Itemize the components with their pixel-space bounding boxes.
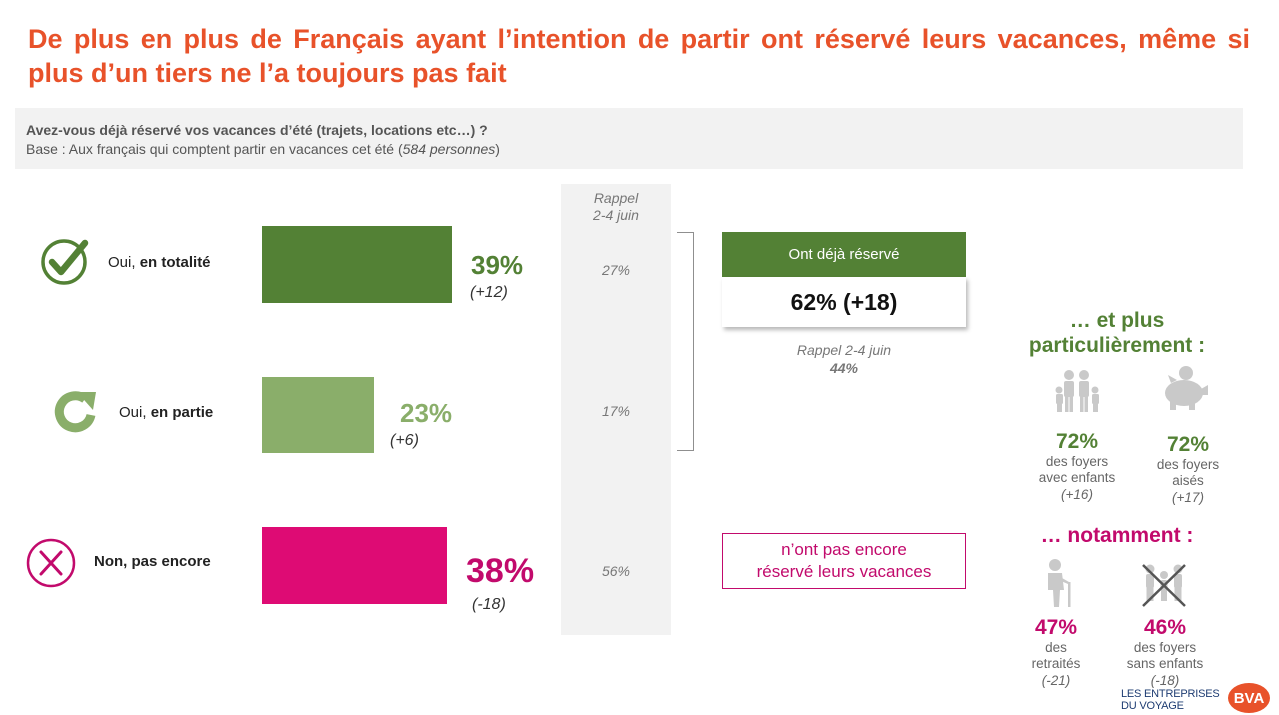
bar-totalite <box>262 226 452 303</box>
bva-logo: BVA <box>1228 683 1270 713</box>
row-label-totalite: Oui, en totalité <box>108 254 211 271</box>
change-label-partie: (+6) <box>390 432 419 449</box>
question-box <box>15 108 1243 169</box>
x-circle-icon <box>25 537 77 589</box>
family-icon <box>1054 368 1100 414</box>
recall-value-totalite: 27% <box>601 262 631 278</box>
stat-wealthy-households: 72% des foyers aisés (+17) <box>1156 433 1220 505</box>
summary-recall-value: 44% <box>829 360 859 376</box>
piggy-bank-icon <box>1161 365 1209 411</box>
value-label-partie: 23% <box>400 398 453 428</box>
row-label-non: Non, pas encore <box>94 553 211 570</box>
summary-box-header: Ont déjà réservé <box>722 232 966 277</box>
refresh-circle-icon <box>52 388 100 436</box>
recall-header: Rappel 2-4 juin <box>593 190 639 223</box>
stat-families-with-children: 72% des foyers avec enfants (+16) <box>1038 430 1116 502</box>
bar-non <box>262 527 447 604</box>
page-title: De plus en plus de Français ayant l’inte… <box>28 24 1250 88</box>
particularly-title: … et plus particulièrement : <box>1028 309 1206 357</box>
value-label-non: 38% <box>466 552 535 590</box>
summary-recall-label: Rappel 2-4 juin <box>796 342 892 358</box>
stat-households-without-children: 46% des foyers sans enfants (-18) <box>1126 616 1204 688</box>
stat-retirees: 47% des retraités (-21) <box>1031 616 1081 688</box>
notably-title: … notamment : <box>1040 524 1194 547</box>
no-children-icon <box>1140 560 1188 610</box>
not-yet-box: n’ont pas encore réservé leurs vacances <box>722 533 966 589</box>
summary-box-value: 62% (+18) <box>722 277 966 327</box>
recall-value-non: 56% <box>601 563 631 579</box>
question-text: Avez-vous déjà réservé vos vacances d’ét… <box>26 122 488 138</box>
question-base: Base : Aux français qui comptent partir … <box>26 141 500 157</box>
recall-column <box>561 184 671 635</box>
grouping-bracket <box>677 232 694 451</box>
recall-value-partie: 17% <box>601 403 631 419</box>
bar-partie <box>262 377 374 453</box>
les-entreprises-du-voyage-logo: LES ENTREPRISES DU VOYAGE <box>1121 688 1220 712</box>
change-label-totalite: (+12) <box>470 284 508 301</box>
elderly-person-icon <box>1038 558 1078 608</box>
change-label-non: (-18) <box>472 596 506 613</box>
check-circle-icon <box>40 237 92 285</box>
value-label-totalite: 39% <box>471 250 524 280</box>
row-label-partie: Oui, en partie <box>119 404 214 421</box>
